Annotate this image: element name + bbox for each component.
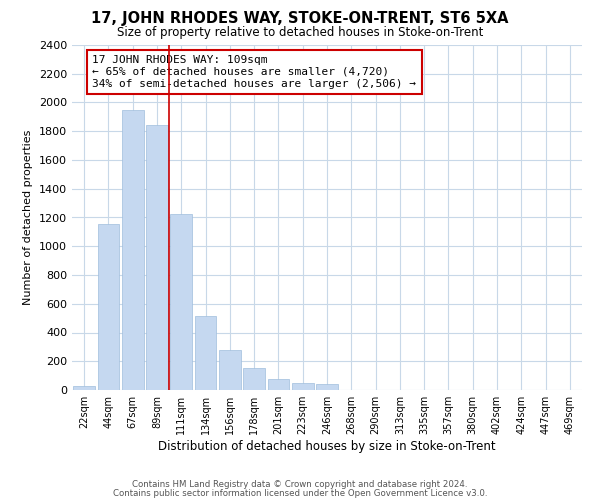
Bar [122, 110, 143, 390]
Bar [316, 384, 338, 390]
Bar [292, 383, 314, 390]
Bar [219, 350, 241, 390]
Bar [146, 126, 168, 390]
Text: Contains HM Land Registry data © Crown copyright and database right 2024.: Contains HM Land Registry data © Crown c… [132, 480, 468, 489]
X-axis label: Distribution of detached houses by size in Stoke-on-Trent: Distribution of detached houses by size … [158, 440, 496, 453]
Bar [268, 378, 289, 390]
Bar [97, 224, 119, 390]
Y-axis label: Number of detached properties: Number of detached properties [23, 130, 34, 305]
Text: 17 JOHN RHODES WAY: 109sqm
← 65% of detached houses are smaller (4,720)
34% of s: 17 JOHN RHODES WAY: 109sqm ← 65% of deta… [92, 56, 416, 88]
Text: Contains public sector information licensed under the Open Government Licence v3: Contains public sector information licen… [113, 488, 487, 498]
Bar [170, 214, 192, 390]
Bar [73, 386, 95, 390]
Bar [243, 368, 265, 390]
Text: Size of property relative to detached houses in Stoke-on-Trent: Size of property relative to detached ho… [117, 26, 483, 39]
Text: 17, JOHN RHODES WAY, STOKE-ON-TRENT, ST6 5XA: 17, JOHN RHODES WAY, STOKE-ON-TRENT, ST6… [91, 12, 509, 26]
Bar [194, 316, 217, 390]
